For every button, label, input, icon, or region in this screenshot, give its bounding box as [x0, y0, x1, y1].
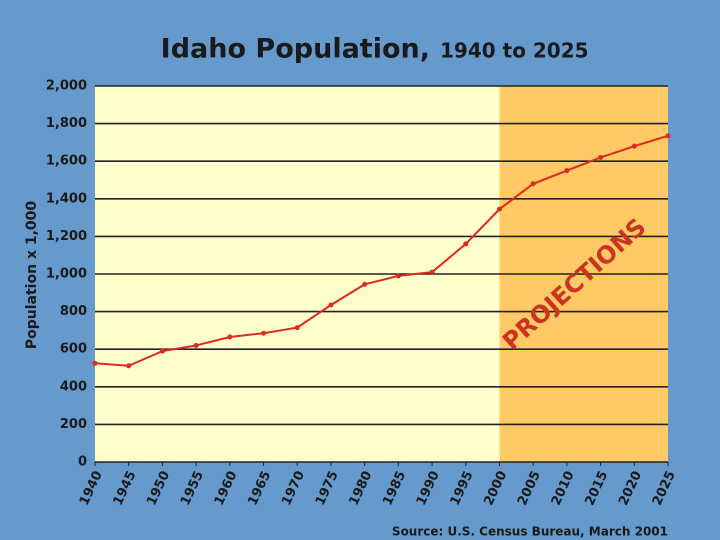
chart-title: Idaho Population,: [161, 34, 430, 65]
x-tick-label: 1970: [279, 469, 308, 508]
x-tick-label: 1945: [111, 469, 140, 508]
x-tick-label: 2020: [616, 469, 645, 508]
y-tick-label: 1,800: [46, 116, 87, 131]
y-tick-label: 1,600: [46, 154, 87, 169]
x-tick-label: 1985: [380, 469, 409, 508]
x-tick-label: 2010: [549, 469, 578, 508]
y-tick-label: 2,000: [46, 79, 87, 94]
x-tick-label: 1990: [414, 469, 443, 508]
point: [665, 133, 671, 139]
point: [463, 241, 469, 247]
point: [227, 334, 233, 340]
x-tick-label: 2005: [515, 469, 544, 508]
y-tick-label: 400: [60, 379, 87, 394]
point: [631, 143, 637, 149]
x-tick-label: 1980: [347, 469, 376, 508]
x-tick-label: 1950: [144, 469, 173, 508]
x-tick-label: 2015: [582, 469, 611, 508]
point: [126, 363, 132, 369]
point: [261, 330, 267, 336]
point: [328, 302, 334, 308]
y-tick-label: 0: [78, 455, 87, 470]
source-note: Source: U.S. Census Bureau, March 2001: [392, 525, 668, 539]
point: [92, 360, 98, 366]
x-tick-label: 2025: [650, 469, 679, 508]
point: [598, 154, 604, 160]
chart-subtitle: 1940 to 2025: [440, 39, 589, 63]
x-tick-label: 1955: [178, 469, 207, 508]
x-tick-label: 2000: [481, 469, 510, 508]
x-tick-label: 1995: [448, 469, 477, 508]
point: [395, 273, 401, 279]
x-tick-label: 1975: [313, 469, 342, 508]
x-tick-label: 1965: [245, 469, 274, 508]
y-tick-label: 600: [60, 342, 87, 357]
point: [193, 342, 199, 348]
point: [294, 325, 300, 331]
y-tick-label: 200: [60, 417, 87, 432]
point: [530, 181, 536, 187]
point: [362, 281, 368, 287]
y-tick-label: 1,200: [46, 229, 87, 244]
line: [94, 134, 669, 367]
x-tick-label: 1960: [212, 469, 241, 508]
point: [429, 269, 435, 275]
x-tick-label: 1940: [77, 469, 106, 508]
y-axis-label: Population x 1,000: [24, 201, 40, 350]
point: [564, 168, 570, 174]
point: [159, 348, 165, 354]
y-tick-label: 800: [60, 304, 87, 319]
y-tick-label: 1,400: [46, 191, 87, 206]
point: [496, 206, 502, 212]
y-tick-label: 1,000: [46, 267, 87, 282]
